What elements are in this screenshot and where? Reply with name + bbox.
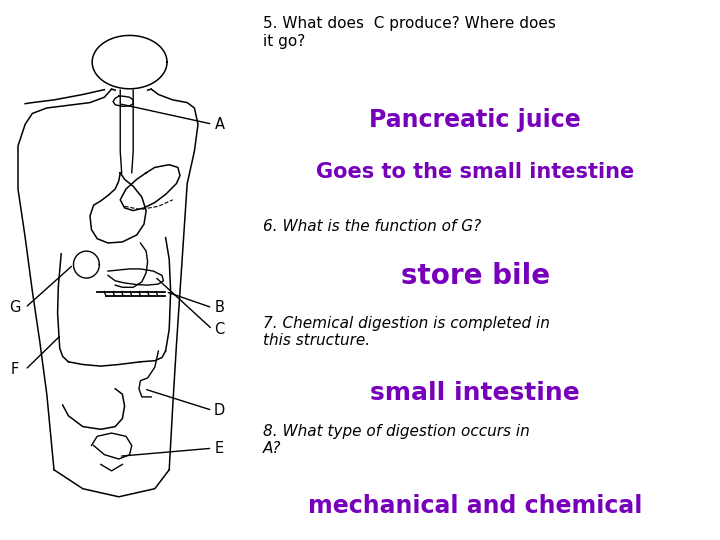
Text: F: F — [10, 362, 19, 377]
Text: G: G — [9, 300, 20, 315]
Text: A: A — [215, 117, 225, 132]
Text: store bile: store bile — [400, 262, 550, 290]
Text: C: C — [215, 322, 225, 337]
Text: 8. What type of digestion occurs in
A?: 8. What type of digestion occurs in A? — [263, 424, 529, 456]
Text: mechanical and chemical: mechanical and chemical — [308, 494, 642, 518]
Text: 6. What is the function of G?: 6. What is the function of G? — [263, 219, 481, 234]
Text: 5. What does  C produce? Where does
it go?: 5. What does C produce? Where does it go… — [263, 16, 556, 49]
Text: E: E — [215, 441, 224, 456]
Text: D: D — [214, 403, 225, 418]
Text: small intestine: small intestine — [370, 381, 580, 404]
Text: Pancreatic juice: Pancreatic juice — [369, 108, 581, 132]
Text: Goes to the small intestine: Goes to the small intestine — [316, 162, 634, 182]
Text: B: B — [215, 300, 225, 315]
Text: 7. Chemical digestion is completed in
this structure.: 7. Chemical digestion is completed in th… — [263, 316, 549, 348]
